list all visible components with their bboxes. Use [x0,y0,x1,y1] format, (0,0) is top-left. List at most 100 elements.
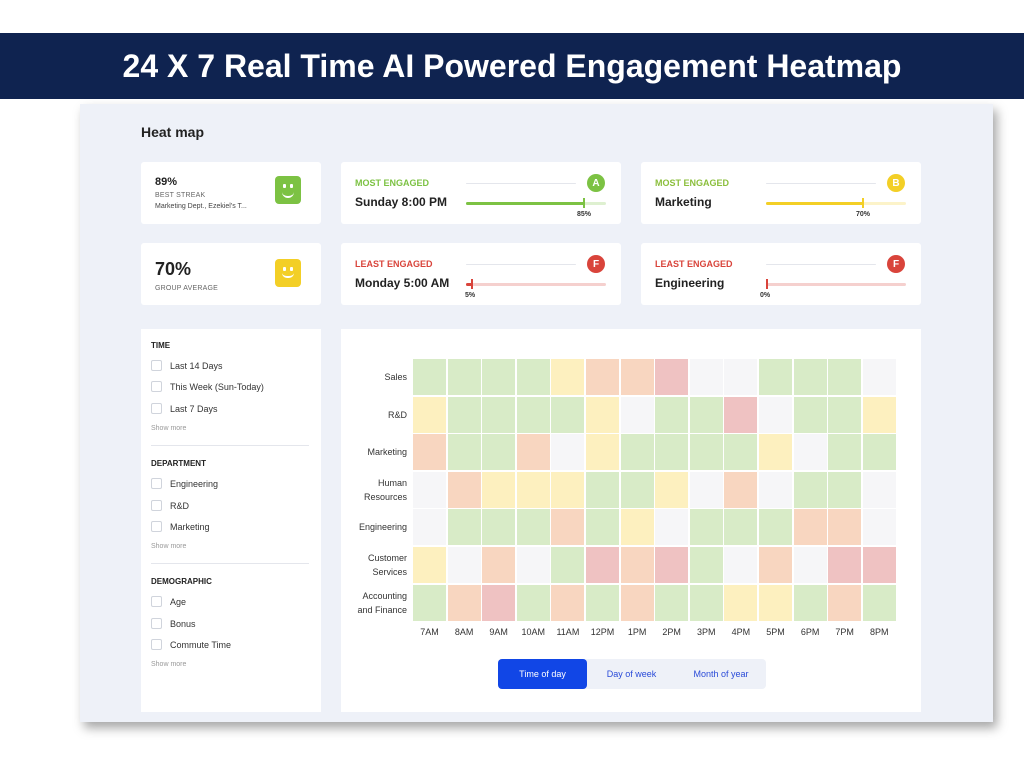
heatmap-cell[interactable] [482,396,516,433]
heatmap-cell[interactable] [551,471,585,508]
department-show-more-link[interactable]: Show more [151,543,187,550]
heatmap-cell[interactable] [689,434,723,471]
heatmap-cell[interactable] [724,434,758,471]
heatmap-cell[interactable] [862,396,896,433]
filter-option-marketing[interactable]: Marketing [151,521,210,532]
heatmap-cell[interactable] [655,434,689,471]
filter-option-rnd[interactable]: R&D [151,500,189,511]
heatmap-cell[interactable] [689,509,723,546]
heatmap-cell[interactable] [862,434,896,471]
checkbox[interactable] [151,360,162,371]
heatmap-cell[interactable] [793,547,827,583]
heatmap-cell[interactable] [482,359,516,395]
heatmap-cell[interactable] [413,396,446,433]
heatmap-cell[interactable] [655,471,689,508]
heatmap-cell[interactable] [586,509,619,546]
heatmap-cell[interactable] [413,509,446,546]
heatmap-cell[interactable] [828,396,862,433]
heatmap-cell[interactable] [447,434,481,471]
heatmap-cell[interactable] [828,359,862,395]
heatmap-cell[interactable] [413,434,446,471]
checkbox[interactable] [151,403,162,414]
heatmap-cell[interactable] [759,434,792,471]
heatmap-cell[interactable] [724,471,758,508]
heatmap-cell[interactable] [620,396,654,433]
heatmap-cell[interactable] [724,584,758,621]
toggle-day-of-week[interactable]: Day of week [606,669,657,679]
heatmap-cell[interactable] [689,359,723,395]
heatmap-cell[interactable] [413,471,446,508]
heatmap-cell[interactable] [586,471,619,508]
heatmap-cell[interactable] [689,547,723,583]
filter-option-commute-time[interactable]: Commute Time [151,639,231,650]
heatmap-cell[interactable] [551,584,585,621]
heatmap-cell[interactable] [447,547,481,583]
heatmap-cell[interactable] [724,359,758,395]
heatmap-cell[interactable] [759,509,792,546]
heatmap-cell[interactable] [447,509,481,546]
heatmap-cell[interactable] [620,359,654,395]
heatmap-cell[interactable] [828,434,862,471]
time-show-more-link[interactable]: Show more [151,425,187,432]
heatmap-cell[interactable] [689,471,723,508]
demographic-show-more-link[interactable]: Show more [151,661,187,668]
heatmap-cell[interactable] [586,547,619,583]
heatmap-cell[interactable] [516,359,550,395]
heatmap-cell[interactable] [551,396,585,433]
heatmap-cell[interactable] [516,471,550,508]
checkbox[interactable] [151,618,162,629]
heatmap-cell[interactable] [689,584,723,621]
checkbox[interactable] [151,639,162,650]
heatmap-cell[interactable] [413,359,446,395]
heatmap-cell[interactable] [620,509,654,546]
heatmap-cell[interactable] [724,509,758,546]
heatmap-cell[interactable] [516,509,550,546]
heatmap-cell[interactable] [586,434,619,471]
heatmap-cell[interactable] [655,547,689,583]
heatmap-cell[interactable] [793,396,827,433]
heatmap-cell[interactable] [516,547,550,583]
checkbox[interactable] [151,478,162,489]
toggle-time-of-day[interactable]: Time of day [498,659,587,689]
checkbox[interactable] [151,381,162,392]
heatmap-cell[interactable] [447,471,481,508]
heatmap-cell[interactable] [482,547,516,583]
heatmap-cell[interactable] [759,396,792,433]
heatmap-cell[interactable] [482,509,516,546]
heatmap-cell[interactable] [482,584,516,621]
heatmap-cell[interactable] [620,471,654,508]
heatmap-cell[interactable] [793,471,827,508]
heatmap-cell[interactable] [516,584,550,621]
heatmap-cell[interactable] [620,547,654,583]
heatmap-cell[interactable] [862,547,896,583]
heatmap-cell[interactable] [759,471,792,508]
heatmap-cell[interactable] [655,359,689,395]
toggle-month-of-year[interactable]: Month of year [693,669,749,679]
heatmap-cell[interactable] [759,547,792,583]
filter-option-last-14-days[interactable]: Last 14 Days [151,360,223,371]
heatmap-cell[interactable] [793,434,827,471]
heatmap-cell[interactable] [516,396,550,433]
heatmap-cell[interactable] [620,434,654,471]
heatmap-cell[interactable] [828,584,862,621]
heatmap-cell[interactable] [862,359,896,395]
heatmap-cell[interactable] [724,396,758,433]
heatmap-cell[interactable] [655,584,689,621]
heatmap-cell[interactable] [482,434,516,471]
heatmap-cell[interactable] [724,547,758,583]
checkbox[interactable] [151,521,162,532]
heatmap-cell[interactable] [655,509,689,546]
heatmap-cell[interactable] [551,359,585,395]
heatmap-cell[interactable] [759,359,792,395]
heatmap-cell[interactable] [413,547,446,583]
heatmap-cell[interactable] [551,509,585,546]
filter-option-last-7-days[interactable]: Last 7 Days [151,403,218,414]
heatmap-cell[interactable] [862,471,896,508]
filter-option-this-week[interactable]: This Week (Sun-Today) [151,381,264,392]
heatmap-cell[interactable] [689,396,723,433]
filter-option-engineering[interactable]: Engineering [151,478,218,489]
heatmap-cell[interactable] [759,584,792,621]
heatmap-cell[interactable] [586,584,619,621]
heatmap-cell[interactable] [551,434,585,471]
heatmap-cell[interactable] [793,509,827,546]
